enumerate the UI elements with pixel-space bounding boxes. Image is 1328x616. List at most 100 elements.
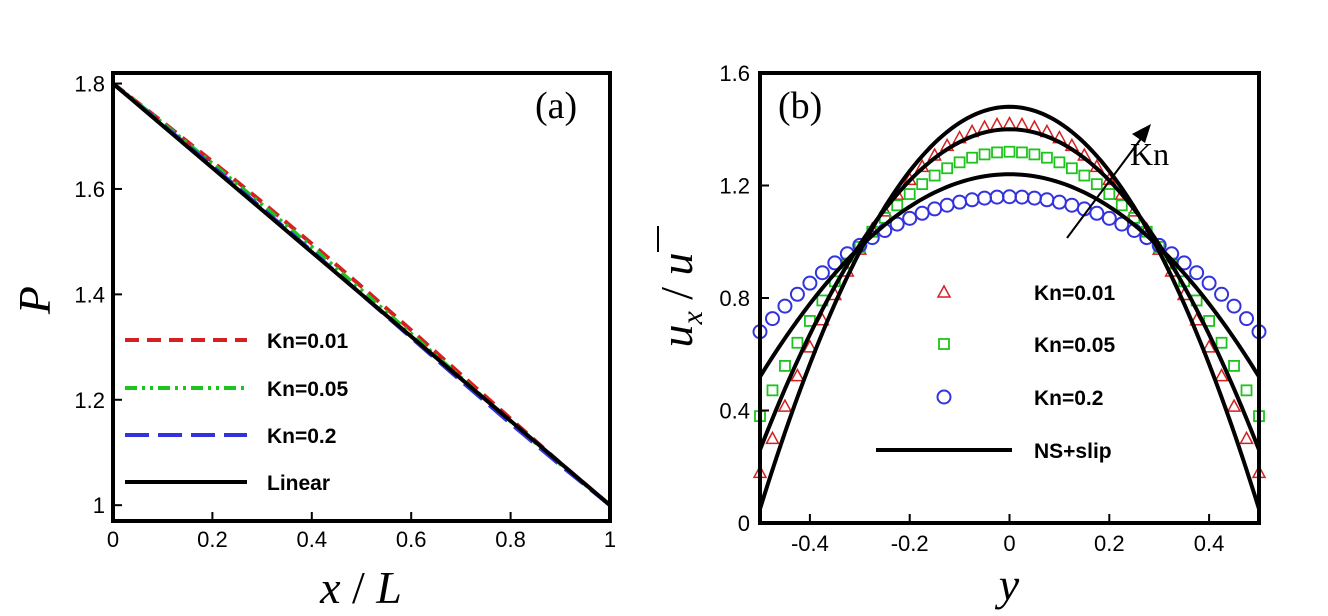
data-point (1039, 192, 1055, 208)
data-point (1239, 430, 1254, 445)
data-point (1065, 162, 1078, 175)
panel-b-xtick-label: 0.2 (1094, 531, 1125, 556)
ns-slip-curve (758, 172, 1261, 378)
panel-a-curves (111, 81, 612, 507)
panel-b-data (752, 104, 1267, 510)
data-point (777, 298, 793, 314)
data-point (1090, 178, 1103, 191)
data-point (814, 265, 830, 281)
panel-a-legend: Kn=0.01 Kn=0.05 Kn=0.2 Linear (125, 330, 348, 495)
data-point (1003, 145, 1016, 158)
data-point (1176, 255, 1192, 271)
data-point (1078, 169, 1091, 182)
data-point (1089, 205, 1105, 221)
data-point (789, 286, 805, 302)
panel-b-legend-label: Kn=0.01 (1034, 282, 1115, 305)
panel-b-legend-marker (938, 338, 950, 350)
data-point (952, 194, 968, 210)
panel-a-legend-label: Linear (267, 472, 330, 495)
data-point (1016, 146, 1028, 159)
data-point (802, 339, 818, 353)
data-point (1226, 398, 1242, 412)
data-point (1214, 368, 1229, 382)
data-point (1103, 188, 1116, 200)
panel-b-xtick-label: 0 (1003, 531, 1015, 556)
panel-b-legend-marker (936, 389, 952, 405)
panel-a-series-line (111, 81, 612, 507)
panel-b-legend: Kn=0.01 Kn=0.05 Kn=0.2 NS+slip (876, 282, 1115, 463)
data-point (779, 359, 791, 372)
panel-b-ylabel-slash: / (651, 275, 702, 311)
data-point (1214, 286, 1230, 302)
panel-a-xlabel-slash: / (341, 562, 377, 613)
panel-b-ylabel-u: u (651, 325, 702, 348)
ns-slip-curve (758, 127, 1261, 451)
data-point (977, 190, 993, 206)
data-point (802, 275, 818, 291)
data-point (991, 146, 1003, 159)
data-point (964, 192, 980, 208)
panel-b-xtick-label: -0.4 (791, 531, 829, 556)
data-point (916, 178, 929, 191)
data-point (928, 169, 941, 182)
panel-b-legend-label: Kn=0.2 (1034, 387, 1103, 410)
data-point (1189, 265, 1205, 281)
panel-b-legend-label: NS+slip (1034, 440, 1112, 463)
data-point (891, 199, 904, 212)
data-point (1215, 336, 1228, 349)
data-point (1115, 199, 1128, 212)
panel-b-xlabel: y (995, 559, 1020, 610)
panel-a-ytick-label: 1.6 (74, 177, 105, 202)
data-point (914, 205, 930, 221)
panel-a-ytick-label: 1.2 (74, 388, 105, 413)
panel-b-ylabel-sub: x (676, 311, 709, 326)
data-point (827, 255, 843, 271)
panel-a-xlabel-l: L (375, 562, 402, 613)
data-point (989, 189, 1005, 205)
panel-b-legend-label: Kn=0.05 (1034, 334, 1115, 357)
panel-a-ytick-label: 1 (93, 493, 105, 518)
kn-annotation: Kn (1130, 136, 1169, 172)
panel-a-ylabel: P (9, 286, 60, 315)
data-point (902, 210, 918, 226)
ns-slip-curve (758, 104, 1261, 510)
panel-b-ytick-label: 0 (738, 511, 750, 536)
data-point (1002, 189, 1017, 205)
panel-a-legend-label: Kn=0.01 (267, 330, 348, 353)
data-point (1239, 311, 1255, 327)
panel-a-xtick-label: 1 (604, 527, 616, 552)
panel-b-ytick-label: 1.6 (719, 61, 750, 86)
data-point (927, 201, 943, 217)
data-point (1064, 197, 1080, 213)
panel-a-xlabel: x / L (319, 562, 402, 613)
data-point (1201, 275, 1217, 291)
panel-b-xtick-label: 0.4 (1194, 531, 1225, 556)
panel-a-xtick-label: 0.6 (396, 527, 427, 552)
panel-b-ytick-label: 0.4 (719, 399, 750, 424)
data-point (1201, 339, 1217, 353)
data-point (1053, 156, 1066, 169)
panel-b-ylabel-text: ux / u (651, 252, 709, 347)
data-point (939, 197, 955, 213)
data-point (1041, 151, 1053, 164)
data-point (941, 162, 954, 175)
panel-b-ticks: -0.4 -0.2 0 0.2 0.4 0 0.4 0.8 1.2 1.6 (719, 61, 1224, 556)
panel-a-xtick-label: 0.8 (495, 527, 526, 552)
panel-b: -0.4 -0.2 0 0.2 0.4 0 0.4 0.8 1.2 1.6 (b) Kn Kn=0… (651, 61, 1267, 610)
data-point (1240, 384, 1253, 397)
data-point (966, 151, 978, 164)
panel-b-frame (758, 71, 1261, 525)
panel-a-ticks: 0 0.2 0.4 0.6 0.8 1 1 1.2 1.4 1.6 1.8 (74, 72, 616, 552)
data-point (1101, 210, 1117, 226)
panel-b-xtick-label: -0.2 (891, 531, 929, 556)
kn-arrow-shaft (1066, 135, 1144, 239)
data-point (1002, 116, 1017, 130)
panel-b-ytick-label: 0.8 (719, 286, 750, 311)
data-point (766, 384, 779, 397)
data-point (1014, 189, 1030, 205)
data-point (1028, 148, 1041, 161)
panel-a-legend-label: Kn=0.05 (267, 378, 348, 401)
data-point (1228, 359, 1240, 372)
panel-b-ylabel-ubar: u (651, 252, 702, 275)
data-point (953, 156, 966, 169)
